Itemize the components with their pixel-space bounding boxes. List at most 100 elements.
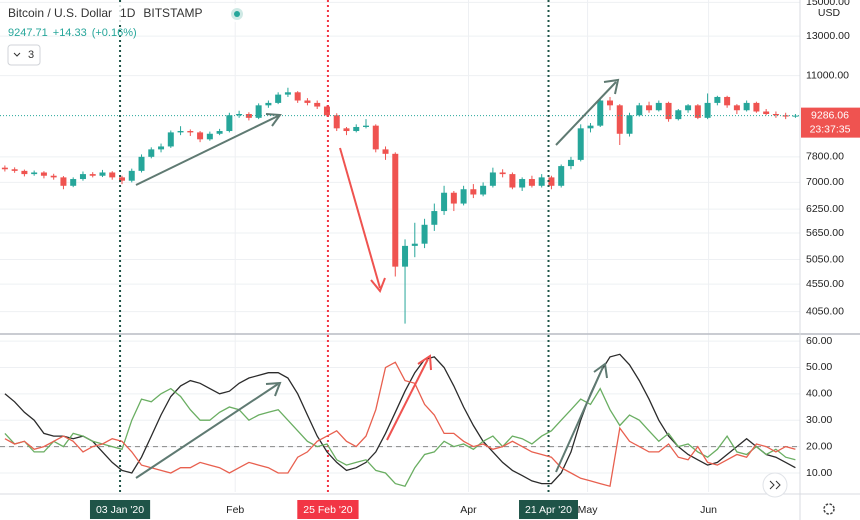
price: 9247.71 [8, 27, 48, 39]
marker-label: 21 Apr '20 [525, 504, 572, 516]
candle-body [245, 114, 252, 118]
candle-body [538, 177, 545, 186]
y-tick-label: 5050.00 [806, 253, 844, 265]
y-tick-label: 7800.00 [806, 151, 844, 163]
arrow-head [417, 354, 432, 371]
grid [0, 0, 800, 492]
candle-body [509, 174, 516, 188]
candle-body [685, 105, 692, 111]
currency: USD [818, 7, 841, 19]
exchange: BITSTAMP [143, 6, 202, 20]
candle-body [450, 192, 457, 204]
y-tick-label: 6250.00 [806, 203, 844, 215]
candle-body [441, 192, 448, 212]
x-tick-label: Jun [700, 504, 717, 516]
candle-body [753, 102, 760, 112]
candle-body [304, 100, 311, 103]
candle-body [372, 125, 379, 150]
plot [0, 0, 800, 494]
candle-body [167, 132, 174, 147]
candle-body [567, 159, 574, 167]
candle-body [382, 149, 389, 154]
marker-badge [89, 500, 151, 519]
candle-body [265, 102, 272, 106]
candle-body [724, 96, 731, 106]
candle-body [21, 170, 28, 175]
marker-badge [297, 500, 359, 519]
candle-body [177, 131, 184, 133]
axes: 4050.00 4550.00 5050.00 5650.00 6250.00 7000.… [89, 0, 860, 519]
candle-body [499, 172, 506, 175]
trend-arrow [135, 115, 279, 186]
candle-body [646, 105, 653, 111]
candle-body [392, 153, 399, 267]
x-tick-label: May [578, 504, 599, 516]
candle-body [402, 245, 409, 267]
candle-body [577, 128, 584, 160]
trend-arrow [135, 383, 279, 479]
candle-body [11, 169, 18, 171]
symbol: Bitcoin / U.S. Dollar 1D BITSTAMP [8, 6, 203, 20]
x-tick-label: Feb [226, 504, 244, 516]
change: +14.33 [53, 27, 87, 39]
indicator-line [4, 361, 796, 488]
candle-body [655, 102, 662, 111]
y-tick-label: 4550.00 [806, 278, 844, 290]
y-tick-label: 40.00 [806, 388, 832, 400]
candle-body [79, 174, 86, 180]
trend-arrow [386, 358, 429, 441]
candle-body [284, 92, 291, 95]
y-tick-label: 50.00 [806, 361, 832, 373]
candle-body [40, 172, 47, 176]
candle-body [206, 133, 213, 140]
arrow-head [593, 362, 608, 379]
candle-body [1, 167, 8, 170]
scroll-icon [769, 480, 781, 490]
candle-body [675, 110, 682, 120]
candle-body [128, 170, 135, 181]
last-price-label: 9286.06 [811, 109, 849, 121]
candle-body [772, 114, 779, 116]
candle-body [411, 243, 418, 246]
scroll-button[interactable] [762, 472, 788, 498]
status-dot [234, 11, 240, 17]
candle-body [216, 131, 223, 134]
settings-icon[interactable] [823, 503, 835, 515]
candle-body [187, 131, 194, 133]
candle-body [294, 92, 301, 101]
candle-body [587, 125, 594, 129]
candle-body [148, 149, 155, 157]
header-bg [4, 4, 244, 22]
y-tick-label: 11000.00 [806, 69, 849, 81]
trend-arrow [339, 147, 381, 289]
candle-body [607, 100, 613, 106]
candle-body [519, 179, 526, 188]
candle-body [255, 105, 262, 118]
candle-body [314, 102, 321, 107]
candle-body [558, 166, 565, 186]
y-tick-label: 7000.00 [806, 176, 844, 188]
symbol-name: Bitcoin / U.S. Dollar [8, 6, 112, 20]
y-tick-label: 4050.00 [806, 305, 844, 317]
candle-body [480, 185, 487, 195]
candle-body [109, 172, 116, 178]
y-tick-label: 10.00 [806, 467, 832, 479]
candle-body [60, 177, 67, 186]
candle-body [353, 126, 360, 132]
y-tick-label: 15000.00 [806, 0, 850, 8]
candle-body [528, 179, 535, 186]
candle-body [236, 114, 243, 116]
arrow-head [603, 78, 620, 95]
candle-body [31, 172, 38, 175]
candle-body [694, 105, 701, 118]
candle-body [616, 105, 623, 134]
indicator-line [4, 387, 796, 487]
indicator-toggle[interactable] [7, 44, 41, 66]
candle-body [343, 128, 350, 132]
trend-arrow [555, 366, 604, 473]
marker-badge [519, 500, 578, 519]
legend-header: Bitcoin / U.S. Dollar 1D BITSTAMP 9247.71 +… [4, 4, 244, 66]
candle-body [743, 102, 750, 111]
marker-label: 25 Feb '20 [303, 504, 352, 516]
arrow-head [265, 113, 282, 127]
